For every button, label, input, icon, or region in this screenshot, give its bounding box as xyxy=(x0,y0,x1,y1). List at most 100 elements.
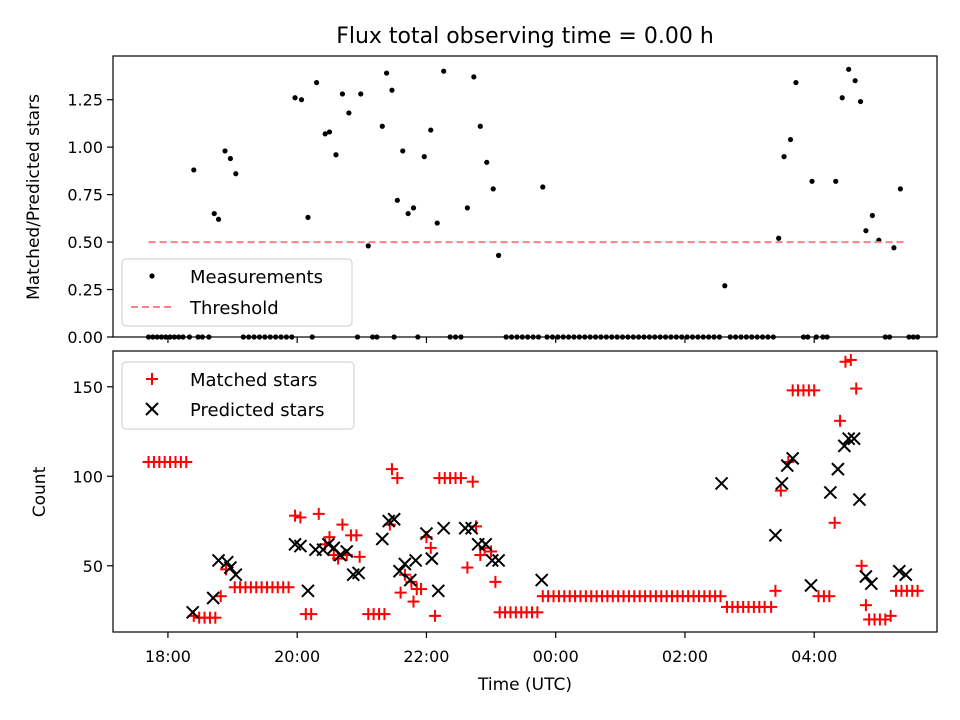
matched-stars-point xyxy=(415,583,428,596)
predicted-stars-point xyxy=(823,485,838,500)
measurement-point xyxy=(869,212,875,219)
ratio-x-ticks xyxy=(167,337,815,343)
measurement-point xyxy=(365,243,371,249)
predicted-stars-point xyxy=(775,476,789,491)
predicted-stars-point xyxy=(899,568,913,582)
predicted-stars-point xyxy=(859,569,873,584)
measurement-point xyxy=(339,91,346,97)
measurement-point xyxy=(394,197,400,203)
chart-title: Flux total observing time = 0.00 h xyxy=(336,24,714,49)
measurement-point xyxy=(389,87,395,93)
predicted-stars-point xyxy=(229,568,243,582)
predicted-stars-point xyxy=(436,521,451,535)
predicted-stars-point xyxy=(485,553,499,568)
predicted-stars-point xyxy=(186,605,200,620)
legend-measurements-label: Measurements xyxy=(190,267,323,288)
predicted-stars-point xyxy=(387,512,401,526)
matched-stars-point xyxy=(378,608,391,621)
measurement-point xyxy=(441,68,447,74)
predicted-stars-point xyxy=(223,560,238,575)
ratio-axes-frame xyxy=(112,55,938,338)
measurement-point xyxy=(833,178,839,184)
predicted-stars-point xyxy=(464,521,479,535)
matched-stars-point xyxy=(765,600,778,613)
y-tick-label: 50 xyxy=(83,557,103,576)
y-tick-label: 0.00 xyxy=(67,328,103,347)
matched-stars-point xyxy=(834,414,847,427)
ratio-panel: 0.00 0.25 0.50 0.75 1.00 1.25 Matched/Predict… xyxy=(24,55,938,347)
measurement-point xyxy=(863,228,869,234)
measurement-point xyxy=(809,178,815,184)
measurement-point xyxy=(400,148,406,154)
matched-stars-point xyxy=(209,611,222,624)
ratio-legend: Measurements Threshold xyxy=(121,258,353,327)
matched-stars-point xyxy=(859,599,872,612)
matched-stars-point xyxy=(289,509,302,522)
x-tick-label: 00:00 xyxy=(533,647,579,666)
measurement-point xyxy=(421,154,427,160)
matched-stars-point xyxy=(424,541,437,554)
matched-stars-point xyxy=(454,472,467,485)
matched-stars-point xyxy=(394,586,407,599)
ratio-y-ticks: 0.00 0.25 0.50 0.75 1.00 1.25 xyxy=(67,91,113,347)
measurement-point xyxy=(787,136,794,143)
measurement-point xyxy=(428,127,434,133)
measurement-point xyxy=(540,184,546,190)
measurement-point xyxy=(852,78,858,84)
count-x-ticks: 18:00 20:00 22:00 00:00 02:00 04:00 xyxy=(145,632,837,666)
measurement-point xyxy=(897,186,903,192)
count-y-axis-label: Count xyxy=(30,466,50,517)
matched-stars-point xyxy=(385,463,398,476)
measurement-point xyxy=(793,79,799,86)
measurement-point xyxy=(846,66,852,72)
predicted-stars-point xyxy=(403,573,417,587)
matched-stars-point xyxy=(774,484,787,497)
matched-stars-point xyxy=(461,561,474,574)
matched-stars-point xyxy=(884,609,897,622)
predicted-stars-point xyxy=(458,521,472,535)
y-tick-label: 150 xyxy=(72,378,103,397)
measurement-point xyxy=(839,95,845,101)
measurement-point xyxy=(322,131,328,137)
measurement-point xyxy=(379,123,385,129)
predicted-stars-point xyxy=(419,526,434,541)
measurement-point xyxy=(434,220,440,226)
predicted-stars-point xyxy=(206,591,220,605)
x-tick-label: 02:00 xyxy=(662,647,708,666)
measurement-point xyxy=(722,283,728,289)
count-legend-box xyxy=(121,361,355,430)
matched-stars-point xyxy=(531,606,544,619)
measurement-point xyxy=(471,74,477,80)
measurement-point xyxy=(333,152,339,158)
matched-stars-point xyxy=(808,384,821,397)
measurement-point xyxy=(781,154,787,160)
measurement-point xyxy=(233,171,239,177)
predicted-stars-point xyxy=(398,557,412,571)
predicted-stars-point xyxy=(375,532,389,546)
legend-threshold-label: Threshold xyxy=(189,298,279,319)
predicted-stars-point xyxy=(333,548,347,562)
measurement-point xyxy=(891,245,897,251)
predicted-stars-point xyxy=(714,476,729,491)
predicted-stars-point xyxy=(841,431,856,446)
predicted-stars-point xyxy=(780,458,794,473)
matched-stars-point xyxy=(214,590,227,603)
predicted-stars-point xyxy=(431,584,445,598)
matched-stars-point xyxy=(180,455,193,468)
matched-stars-point xyxy=(323,531,336,544)
matched-stars-point xyxy=(823,590,836,603)
legend-predicted-label: Predicted stars xyxy=(190,400,324,421)
measurement-point xyxy=(776,235,782,241)
predicted-stars-point xyxy=(301,584,315,598)
matched-stars-point xyxy=(407,595,420,608)
count-marks xyxy=(142,353,924,626)
matched-stars-point xyxy=(839,355,852,368)
matched-stars-point xyxy=(469,520,482,533)
predicted-stars-point xyxy=(785,451,800,466)
matched-stars-point xyxy=(350,529,363,542)
count-axes-frame xyxy=(112,350,938,633)
measurement-point xyxy=(298,97,305,103)
legend-matched-marker xyxy=(146,373,158,385)
ratio-legend-box xyxy=(121,258,353,327)
